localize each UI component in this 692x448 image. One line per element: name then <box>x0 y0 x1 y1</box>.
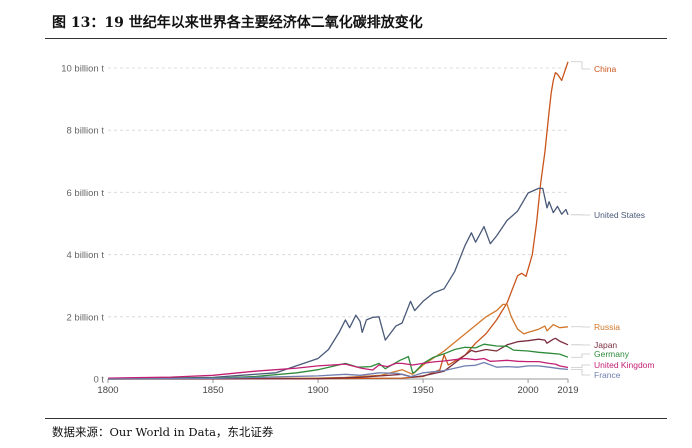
series-line-france <box>107 361 569 380</box>
series-line-china <box>107 61 569 380</box>
y-tick-label-3: 6 billion t <box>67 188 105 199</box>
series-line-japan <box>107 337 569 380</box>
series-labels: China United States Russia JapanGermanyUnit… <box>571 61 654 380</box>
y-tick-label-1: 2 billion t <box>67 312 105 323</box>
series-line-united-kingdom <box>107 357 569 379</box>
series-line-united-states <box>107 187 569 380</box>
series-connector-united-kingdom <box>571 364 590 368</box>
series-label-germany: Germany <box>594 349 630 359</box>
series-lines <box>107 61 569 380</box>
y-tick-label-5: 10 billion t <box>61 64 104 75</box>
series-line-russia <box>107 303 569 380</box>
y-tick-label-4: 8 billion t <box>67 126 105 137</box>
y-axis-tick-labels: 0 t 2 billion t 4 billion t 6 billion t 8 bi… <box>61 64 104 386</box>
figure-title: 图 13：19 世纪年以来世界各主要经济体二氧化碳排放变化 <box>52 15 423 31</box>
y-tick-label-2: 4 billion t <box>67 250 105 261</box>
series-label-france: France <box>594 370 621 380</box>
x-tick-label-2: 1900 <box>307 385 328 396</box>
x-tick-label-1: 1850 <box>202 385 223 396</box>
title-rule <box>45 38 667 39</box>
x-tick-label-3: 1950 <box>412 385 433 396</box>
x-tick-label-4: 2000 <box>518 385 539 396</box>
series-label-japan: Japan <box>594 340 617 350</box>
source-note: 数据来源：Our World in Data，东北证券 <box>52 425 274 439</box>
source-rule <box>45 418 667 419</box>
x-tick-label-5: 2019 <box>557 385 578 396</box>
series-connector-france <box>571 368 590 376</box>
x-tick-label-0: 1800 <box>97 385 118 396</box>
series-connector-germany <box>571 353 590 358</box>
series-label-united-states: United States <box>594 210 645 220</box>
series-label-china: China <box>594 64 616 74</box>
y-tick-label-0: 0 t <box>93 375 104 386</box>
x-axis: 1800 1850 1900 1950 2000 2019 <box>97 378 579 396</box>
series-label-russia: Russia <box>594 322 620 332</box>
series-connector-china <box>571 61 590 70</box>
series-label-united-kingdom: United Kingdom <box>594 360 654 370</box>
grid-lines <box>108 67 568 318</box>
